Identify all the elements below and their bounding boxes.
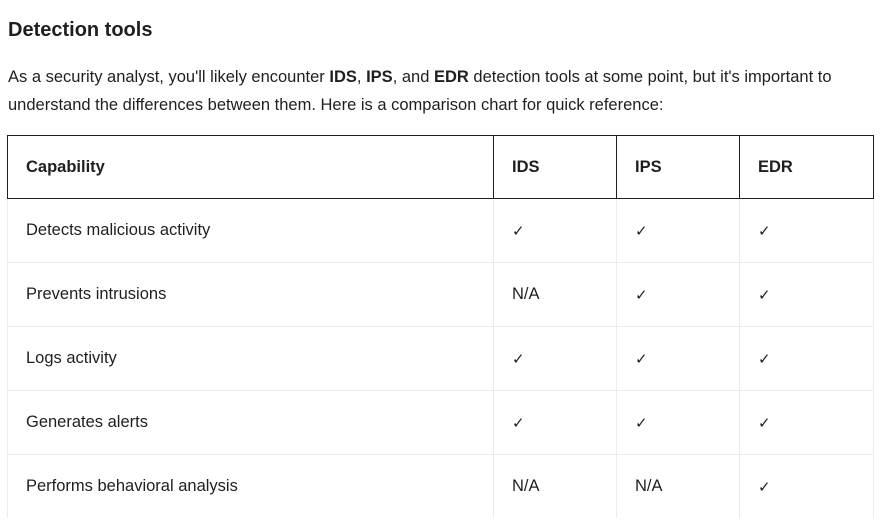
capability-cell: Logs activity bbox=[7, 326, 494, 391]
ips-cell: ✓ bbox=[616, 198, 740, 263]
table-row: Logs activity ✓ ✓ ✓ bbox=[7, 326, 874, 391]
table-row: Detects malicious activity ✓ ✓ ✓ bbox=[7, 198, 874, 263]
header-capability: Capability bbox=[7, 135, 494, 199]
intro-paragraph: As a security analyst, you'll likely enc… bbox=[8, 63, 878, 119]
table-row: Generates alerts ✓ ✓ ✓ bbox=[7, 390, 874, 455]
edr-cell: ✓ bbox=[739, 326, 874, 391]
edr-cell: ✓ bbox=[739, 262, 874, 327]
comparison-table: Capability IDS IPS EDR Detects malicious… bbox=[7, 135, 874, 518]
header-edr: EDR bbox=[739, 135, 874, 199]
ips-cell: ✓ bbox=[616, 262, 740, 327]
table-row: Prevents intrusions N/A ✓ ✓ bbox=[7, 262, 874, 327]
capability-cell: Detects malicious activity bbox=[7, 198, 494, 263]
ids-cell: N/A bbox=[493, 454, 617, 518]
capability-cell: Generates alerts bbox=[7, 390, 494, 455]
ips-cell: ✓ bbox=[616, 390, 740, 455]
ids-cell: ✓ bbox=[493, 390, 617, 455]
intro-separator: , bbox=[356, 68, 367, 86]
header-ips: IPS bbox=[616, 135, 740, 199]
capability-cell: Prevents intrusions bbox=[7, 262, 494, 327]
ids-cell: ✓ bbox=[493, 198, 617, 263]
table-row: Performs behavioral analysis N/A N/A ✓ bbox=[7, 454, 874, 518]
header-ids: IDS bbox=[493, 135, 617, 199]
edr-cell: ✓ bbox=[739, 198, 874, 263]
capability-cell: Performs behavioral analysis bbox=[7, 454, 494, 518]
edr-cell: ✓ bbox=[739, 390, 874, 455]
section-title: Detection tools bbox=[8, 19, 153, 41]
intro-edr-term: EDR bbox=[433, 68, 469, 86]
intro-separator: , and bbox=[392, 68, 434, 86]
ids-cell: N/A bbox=[493, 262, 617, 327]
intro-text-start: As a security analyst, you'll likely enc… bbox=[8, 68, 330, 86]
edr-cell: ✓ bbox=[739, 454, 874, 518]
intro-ids-term: IDS bbox=[329, 68, 357, 86]
intro-text-end: detection tools at some point, but it's … bbox=[8, 68, 832, 114]
table-header-row: Capability IDS IPS EDR bbox=[7, 135, 874, 199]
ids-cell: ✓ bbox=[493, 326, 617, 391]
ips-cell: N/A bbox=[616, 454, 740, 518]
intro-ips-term: IPS bbox=[366, 68, 393, 86]
ips-cell: ✓ bbox=[616, 326, 740, 391]
